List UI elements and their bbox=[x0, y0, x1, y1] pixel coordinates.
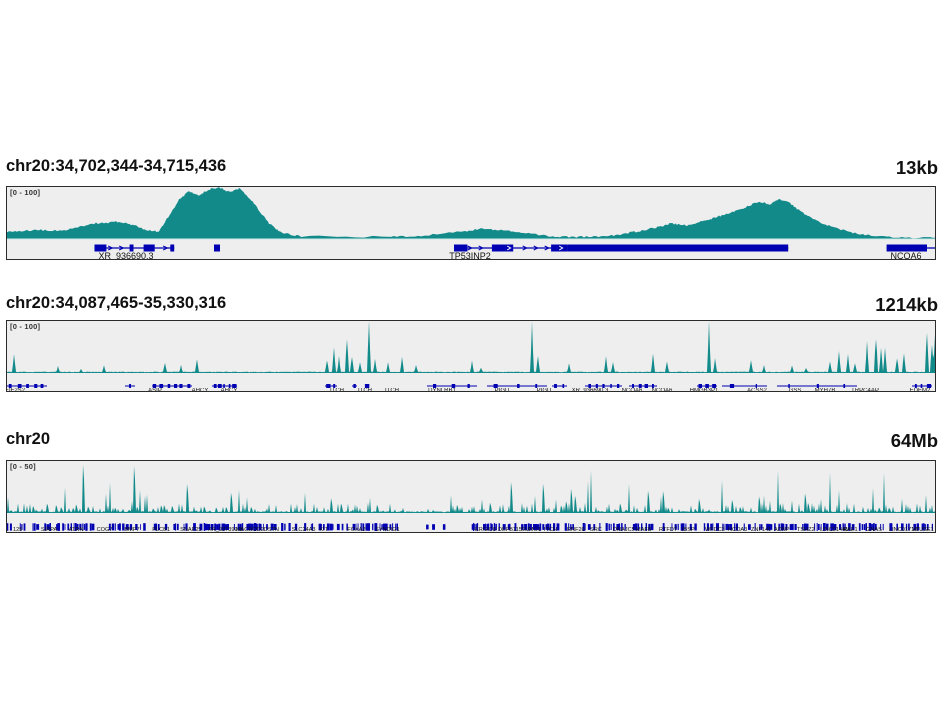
svg-text:XR_936690.3: XR_936690.3 bbox=[572, 388, 609, 392]
svg-text:AHCY: AHCY bbox=[221, 388, 238, 392]
svg-text:GSS: GSS bbox=[789, 388, 802, 392]
svg-text:PIGU: PIGU bbox=[537, 388, 552, 392]
svg-text:RTFDT: RTFDT bbox=[659, 527, 678, 533]
svg-text:ACSS2: ACSS2 bbox=[747, 388, 767, 392]
svg-text:MAFB: MAFB bbox=[636, 527, 652, 533]
svg-text:TRPC4AP: TRPC4AP bbox=[851, 388, 879, 392]
svg-text:NCOA6: NCOA6 bbox=[890, 251, 921, 260]
svg-text:COG7: COG7 bbox=[97, 527, 113, 533]
svg-text:ZNF141: ZNF141 bbox=[751, 527, 771, 533]
svg-text:GNAS: GNAS bbox=[866, 527, 882, 533]
svg-text:XR_936690.3: XR_936690.3 bbox=[98, 251, 153, 260]
svg-text:WFDC3: WFDC3 bbox=[705, 527, 725, 533]
svg-text:RAE1: RAE1 bbox=[843, 527, 858, 533]
svg-text:TSHZ2: TSHZ2 bbox=[797, 527, 815, 533]
svg-text:SRC: SRC bbox=[590, 527, 602, 533]
svg-text:NCOA6: NCOA6 bbox=[652, 388, 673, 392]
svg-text:IBSP: IBSP bbox=[682, 527, 695, 533]
svg-text:RNF20: RNF20 bbox=[567, 527, 585, 533]
svg-text:BMP7: BMP7 bbox=[124, 527, 139, 533]
svg-text:FOXA2: FOXA2 bbox=[347, 527, 365, 533]
svg-text:VTUSE1: VTUSE1 bbox=[912, 527, 934, 533]
svg-text:EIF2S2: EIF2S2 bbox=[7, 388, 26, 392]
svg-text:SUMO1: SUMO1 bbox=[521, 527, 541, 533]
svg-text:125: 125 bbox=[13, 527, 22, 533]
svg-text:SLC24A3: SLC24A3 bbox=[292, 527, 316, 533]
svg-text:TP53INP2: TP53INP2 bbox=[449, 251, 491, 260]
svg-text:ASIP: ASIP bbox=[148, 388, 162, 392]
svg-text:KIT: KIT bbox=[319, 527, 328, 533]
svg-text:HMGB3P1: HMGB3P1 bbox=[690, 388, 719, 392]
svg-text:NCOA3: NCOA3 bbox=[728, 527, 747, 533]
svg-text:SNAP25: SNAP25 bbox=[180, 527, 201, 533]
svg-text:PLCB1: PLCB1 bbox=[152, 527, 170, 533]
svg-text:DYNLRB1: DYNLRB1 bbox=[428, 388, 456, 392]
svg-text:SYNDIG1: SYNDIG1 bbox=[375, 527, 400, 533]
svg-text:ITCH: ITCH bbox=[330, 388, 344, 392]
svg-text:ITCH: ITCH bbox=[385, 388, 399, 392]
svg-text:AHCY: AHCY bbox=[192, 388, 209, 392]
svg-text:NCOA6: NCOA6 bbox=[622, 388, 643, 392]
svg-text:EDEM2: EDEM2 bbox=[910, 388, 931, 392]
svg-text:MACROD2: MACROD2 bbox=[236, 527, 264, 533]
svg-text:DSTN: DSTN bbox=[264, 527, 279, 533]
svg-text:ADNP: ADNP bbox=[774, 527, 790, 533]
svg-text:SIRPA: SIRPA bbox=[41, 527, 58, 533]
svg-text:DEFB115: DEFB115 bbox=[498, 527, 522, 533]
svg-text:PIGU: PIGU bbox=[495, 388, 510, 392]
svg-text:DNAJC5: DNAJC5 bbox=[613, 527, 635, 533]
svg-text:ATRN: ATRN bbox=[69, 527, 84, 533]
svg-text:MYH7B: MYH7B bbox=[815, 388, 836, 392]
svg-text:ERGIC8: ERGIC8 bbox=[475, 527, 496, 533]
svg-text:ITCH: ITCH bbox=[544, 527, 557, 533]
svg-text:ITCH: ITCH bbox=[358, 388, 372, 392]
